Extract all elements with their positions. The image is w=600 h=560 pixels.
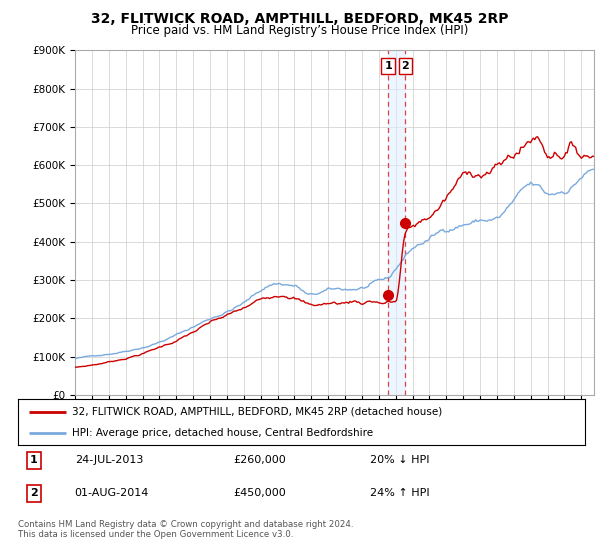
Bar xyxy=(388,50,406,395)
Text: Price paid vs. HM Land Registry’s House Price Index (HPI): Price paid vs. HM Land Registry’s House … xyxy=(131,24,469,36)
Text: 32, FLITWICK ROAD, AMPTHILL, BEDFORD, MK45 2RP: 32, FLITWICK ROAD, AMPTHILL, BEDFORD, MK… xyxy=(91,12,509,26)
Text: 20% ↓ HPI: 20% ↓ HPI xyxy=(370,455,429,465)
Text: 1: 1 xyxy=(384,61,392,71)
Text: 32, FLITWICK ROAD, AMPTHILL, BEDFORD, MK45 2RP (detached house): 32, FLITWICK ROAD, AMPTHILL, BEDFORD, MK… xyxy=(72,407,442,417)
Text: 2: 2 xyxy=(401,61,409,71)
Text: Contains HM Land Registry data © Crown copyright and database right 2024.
This d: Contains HM Land Registry data © Crown c… xyxy=(18,520,353,539)
Text: 24% ↑ HPI: 24% ↑ HPI xyxy=(370,488,429,498)
Text: £450,000: £450,000 xyxy=(233,488,286,498)
Text: 2: 2 xyxy=(30,488,38,498)
Text: HPI: Average price, detached house, Central Bedfordshire: HPI: Average price, detached house, Cent… xyxy=(72,428,373,438)
Text: 24-JUL-2013: 24-JUL-2013 xyxy=(75,455,143,465)
Text: £260,000: £260,000 xyxy=(233,455,286,465)
Text: 1: 1 xyxy=(30,455,38,465)
Text: 01-AUG-2014: 01-AUG-2014 xyxy=(75,488,149,498)
